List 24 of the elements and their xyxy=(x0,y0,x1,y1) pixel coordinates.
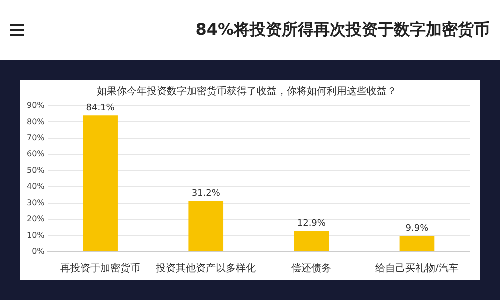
x-tick-label: 再投资于加密货币 xyxy=(60,262,141,275)
y-tick-label: 0% xyxy=(32,247,46,256)
y-tick-label: 90% xyxy=(27,101,46,110)
data-label: 12.9% xyxy=(297,218,326,229)
chart-title: 84%将投资所得再次投资于数字加密货币 xyxy=(196,20,490,41)
y-tick-label: 80% xyxy=(27,117,46,126)
bar xyxy=(188,201,224,252)
x-tick-label: 投资其他资产以多样化 xyxy=(155,262,256,275)
data-label: 9.9% xyxy=(406,224,430,234)
y-tick-label: 60% xyxy=(27,150,46,159)
chart-subtitle: 如果你今年投资数字加密货币获得了收益，你将如何利用这些收益？ xyxy=(97,86,397,98)
y-tick-label: 50% xyxy=(27,166,46,175)
bar xyxy=(400,236,435,252)
y-tick-label: 20% xyxy=(27,214,46,224)
x-tick-label: 偿还债务 xyxy=(292,262,332,275)
y-tick-label: 30% xyxy=(27,198,46,208)
data-label: 31.2% xyxy=(192,189,221,200)
data-label: 84.1% xyxy=(86,103,116,114)
y-tick-label: 70% xyxy=(27,134,46,143)
bar xyxy=(83,116,118,252)
bar xyxy=(294,231,330,252)
x-tick-label: 给自己买礼物/汽车 xyxy=(376,262,459,275)
y-tick-label: 10% xyxy=(27,230,46,240)
y-tick-label: 40% xyxy=(27,182,46,192)
